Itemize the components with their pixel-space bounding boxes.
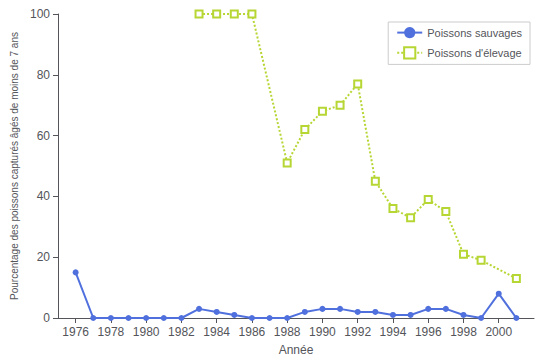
svg-text:1988: 1988 — [274, 325, 301, 339]
svg-text:40: 40 — [37, 189, 51, 203]
svg-text:Pourcentage des poissons captu: Pourcentage des poissons capturés âgés d… — [9, 32, 20, 300]
svg-text:20: 20 — [37, 250, 51, 264]
svg-text:0: 0 — [43, 311, 50, 325]
svg-text:Poissons d'élevage: Poissons d'élevage — [427, 47, 521, 59]
svg-text:1990: 1990 — [309, 325, 336, 339]
svg-text:Poissons sauvages: Poissons sauvages — [427, 27, 522, 39]
svg-text:1994: 1994 — [380, 325, 407, 339]
svg-text:1978: 1978 — [98, 325, 125, 339]
svg-text:1982: 1982 — [168, 325, 195, 339]
svg-text:60: 60 — [37, 129, 51, 143]
svg-text:Année: Année — [279, 343, 314, 357]
svg-text:2000: 2000 — [485, 325, 512, 339]
svg-text:100: 100 — [30, 7, 50, 21]
svg-text:1976: 1976 — [62, 325, 89, 339]
svg-text:1986: 1986 — [239, 325, 266, 339]
svg-text:1998: 1998 — [450, 325, 477, 339]
svg-text:1992: 1992 — [344, 325, 371, 339]
svg-text:1980: 1980 — [133, 325, 160, 339]
svg-text:80: 80 — [37, 68, 51, 82]
svg-text:1984: 1984 — [203, 325, 230, 339]
svg-text:1996: 1996 — [415, 325, 442, 339]
